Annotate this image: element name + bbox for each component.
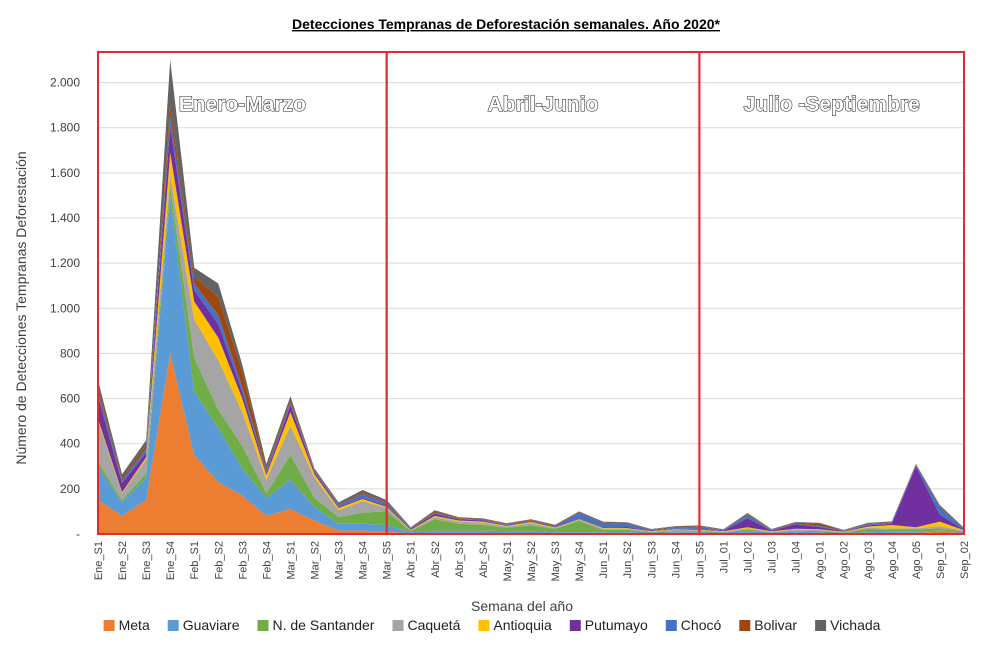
legend-swatch (392, 620, 404, 631)
x-tick-label: Ene_S4 (165, 541, 177, 580)
legend-label: Putumayo (585, 617, 648, 633)
legend-label: N. de Santander (273, 617, 375, 633)
legend-item: Chocó (665, 617, 722, 633)
period-label: Abril-Junio (488, 93, 599, 116)
x-tick-label: Jul_02 (743, 541, 755, 573)
legend-label: Bolivar (754, 617, 797, 633)
legend-label: Meta (119, 617, 150, 633)
legend-label: Caquetá (408, 617, 461, 633)
period-boxes: Enero-Marzo Abril-Junio Julio -Septiembre (97, 51, 966, 535)
x-tick-label: Ago_04 (887, 541, 899, 579)
legend-item: Meta (103, 617, 150, 633)
x-tick-label: Feb_S1 (189, 541, 201, 580)
x-axis-ticks: Ene_S1 Ene_S2 Ene_S3 Ene_S4 Feb_S1 Feb_S2 Feb_… (93, 541, 971, 581)
legend-label: Antioquia (493, 617, 552, 633)
legend-swatch (257, 620, 269, 631)
legend-swatch (103, 620, 115, 631)
x-tick-label: Abr_S2 (430, 541, 442, 578)
y-tick-label: 1.000 (50, 301, 80, 315)
x-tick-label: Jul_01 (718, 541, 730, 573)
legend-swatch (167, 620, 179, 631)
x-tick-label: Abr_S3 (454, 541, 466, 578)
x-tick-label: Jun_S1 (598, 541, 610, 578)
x-tick-label: Abr_S4 (478, 541, 490, 578)
x-tick-label: Jun_S4 (670, 541, 682, 578)
legend-item: Guaviare (167, 617, 240, 633)
period-label: Julio -Septiembre (744, 93, 920, 116)
y-tick-label: 1.400 (50, 211, 80, 225)
x-tick-label: Mar_S5 (382, 541, 394, 580)
x-tick-label: Abr_S1 (406, 541, 418, 578)
legend-item: Putumayo (569, 617, 648, 633)
x-tick-label: May_S4 (574, 541, 586, 581)
y-tick-label: - (76, 527, 80, 541)
legend-item: Vichada (815, 617, 881, 633)
x-tick-label: May_S1 (502, 541, 514, 581)
legend-swatch (739, 620, 751, 631)
x-tick-label: Sep_01 (935, 541, 947, 579)
period-box (385, 51, 701, 535)
x-tick-label: Ene_S1 (93, 541, 105, 580)
x-tick-label: Mar_S3 (334, 541, 346, 580)
legend-swatch (815, 620, 827, 631)
legend-swatch (478, 620, 490, 631)
legend-swatch (569, 620, 581, 631)
legend-item: Bolivar (739, 617, 797, 633)
legend-item: Caquetá (392, 617, 461, 633)
x-tick-label: Ene_S3 (141, 541, 153, 580)
legend-label: Chocó (681, 617, 722, 633)
y-tick-label: 2.000 (50, 76, 80, 90)
y-tick-label: 200 (60, 482, 80, 496)
x-tick-label: May_S3 (550, 541, 562, 581)
legend-swatch (665, 620, 677, 631)
x-tick-label: Jul_03 (767, 541, 779, 573)
period-box (698, 51, 966, 535)
x-tick-label: Jun_S2 (622, 541, 634, 578)
y-tick-label: 1.200 (50, 256, 80, 270)
x-tick-label: Ago_03 (863, 541, 875, 579)
y-tick-label: 1.600 (50, 166, 80, 180)
legend: Meta Guaviare N. de Santander Caquetá Antioq… (103, 617, 881, 633)
x-tick-label: Ago_01 (815, 541, 827, 579)
y-axis-ticks: - 200 400 600 800 1.000 1.200 1.400 1.600 1.800 2.… (50, 76, 80, 541)
y-tick-label: 400 (60, 437, 80, 451)
x-tick-label: Ago_02 (839, 541, 851, 579)
period-label: Enero-Marzo (179, 93, 306, 116)
x-tick-label: Jul_04 (791, 541, 803, 573)
x-tick-label: Ago_05 (911, 541, 923, 579)
x-tick-label: Feb_S2 (213, 541, 225, 580)
x-tick-label: May_S2 (526, 541, 538, 581)
legend-label: Vichada (830, 617, 881, 633)
x-tick-label: Mar_S2 (310, 541, 322, 580)
chart-title: Detecciones Tempranas de Deforestación s… (292, 16, 721, 32)
x-tick-label: Feb_S4 (261, 541, 273, 580)
area-meta (98, 353, 964, 534)
y-tick-label: 1.800 (50, 121, 80, 135)
x-tick-label: Feb_S3 (237, 541, 249, 580)
y-tick-label: 800 (60, 346, 80, 360)
x-tick-label: Jun_S5 (694, 541, 706, 578)
y-axis-label: Número de Detecciones Tempranas Deforest… (13, 151, 29, 464)
area-series (98, 60, 964, 534)
x-tick-label: Mar_S4 (358, 541, 370, 580)
x-tick-label: Ene_S2 (117, 541, 129, 580)
legend-label: Guaviare (183, 617, 240, 633)
x-tick-label: Mar_S1 (285, 541, 297, 580)
x-axis-label: Semana del año (471, 598, 573, 614)
y-tick-label: 600 (60, 392, 80, 406)
x-tick-label: Jun_S3 (646, 541, 658, 578)
legend-item: N. de Santander (257, 617, 375, 633)
legend-item: Antioquia (478, 617, 552, 633)
x-tick-label: Sep_02 (959, 541, 971, 579)
